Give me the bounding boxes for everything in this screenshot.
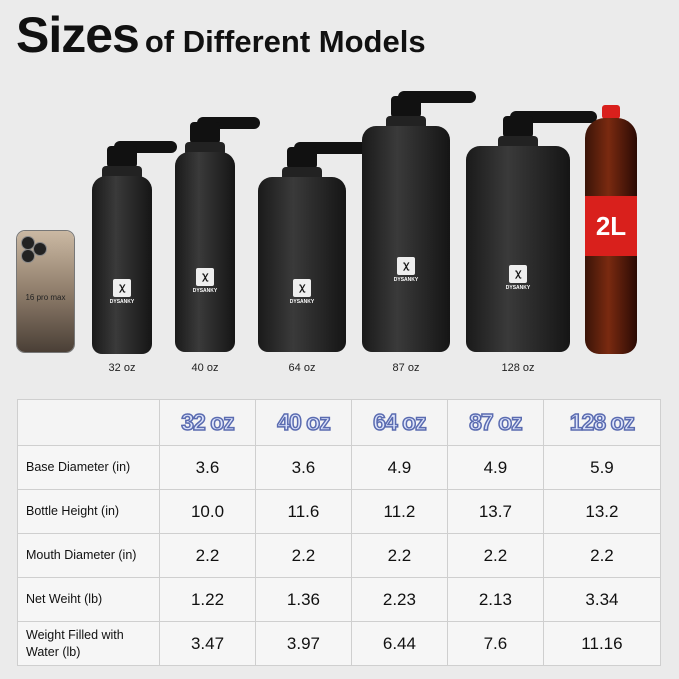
table-cell: 13.7 — [446, 489, 544, 534]
bottle-cap — [391, 96, 421, 118]
brand-name: DYSANKY — [109, 299, 135, 306]
bottle-image — [258, 177, 346, 352]
brand-logo-icon: ꭓ — [509, 265, 527, 284]
bottle-image — [362, 126, 450, 352]
row-label: Mouth Diameter (in) — [17, 533, 160, 578]
brand-logo-icon: ꭓ — [397, 257, 415, 276]
table-row: Net Weiht (lb) 1.22 1.36 2.23 2.13 3.34 — [17, 577, 662, 622]
table-cell: 2.2 — [542, 533, 662, 578]
row-label: Net Weiht (lb) — [17, 577, 160, 622]
specs-table: 32 oz 40 oz 64 oz 87 oz 128 oz Base Diameter … — [17, 399, 662, 666]
phone-image: 16 pro max — [17, 231, 74, 352]
column-header: 40 oz — [254, 399, 352, 446]
table-cell: 5.9 — [542, 445, 662, 490]
phone-label: 16 pro max — [25, 293, 66, 302]
table-cell: 3.6 — [159, 445, 256, 490]
table-row: Weight Filled with Water (lb) 3.47 3.97 6.4… — [17, 621, 662, 666]
bottle-cap — [190, 122, 220, 144]
table-row: Bottle Height (in) 10.0 11.6 11.2 13.7 13.2 — [17, 489, 662, 534]
table-cell: 4.9 — [350, 445, 448, 490]
column-header: 64 oz — [350, 399, 448, 446]
brand-logo-icon: ꭓ — [293, 278, 311, 297]
bottle-size-label: 32 oz — [108, 362, 136, 374]
bottle-size-label: 128 oz — [501, 362, 535, 374]
brand-logo-icon: ꭓ — [113, 279, 131, 298]
soda-label: 2L — [585, 196, 637, 256]
table-cell: 3.97 — [254, 621, 352, 666]
page-title: Sizes of Different Models — [16, 6, 426, 64]
bottle-image — [466, 146, 570, 352]
table-cell: 11.6 — [254, 489, 352, 534]
brand-name: DYSANKY — [505, 285, 531, 292]
column-header: 32 oz — [159, 399, 256, 446]
table-cell: 1.22 — [159, 577, 256, 622]
table-cell: 1.36 — [254, 577, 352, 622]
table-cell: 3.6 — [254, 445, 352, 490]
table-cell: 2.2 — [446, 533, 544, 578]
table-cell: 2.13 — [446, 577, 544, 622]
header-empty — [17, 399, 160, 446]
table-cell: 3.34 — [542, 577, 662, 622]
brand-name: DYSANKY — [192, 288, 218, 294]
bottle-size-label: 87 oz — [392, 362, 420, 374]
bottle-image — [92, 176, 152, 354]
table-cell: 7.6 — [446, 621, 544, 666]
table-cell: 4.9 — [446, 445, 544, 490]
bottle-cap — [107, 146, 137, 168]
column-header: 87 oz — [446, 399, 544, 446]
row-label: Base Diameter (in) — [17, 445, 160, 490]
soda-cap — [602, 105, 620, 119]
table-cell: 2.2 — [159, 533, 256, 578]
brand-name: DYSANKY — [289, 298, 315, 305]
table-cell: 3.47 — [159, 621, 256, 666]
column-header: 128 oz — [542, 399, 662, 446]
bottle-cap — [503, 116, 533, 138]
table-cell: 2.2 — [254, 533, 352, 578]
bottle-size-label: 64 oz — [288, 362, 316, 374]
table-cell: 13.2 — [542, 489, 662, 534]
bottle-size-label: 40 oz — [191, 362, 219, 374]
table-cell: 2.2 — [350, 533, 448, 578]
table-cell: 10.0 — [159, 489, 256, 534]
title-main: Sizes — [16, 7, 140, 63]
table-cell: 6.44 — [350, 621, 448, 666]
brand-name: DYSANKY — [393, 277, 419, 284]
title-sub: of Different Models — [144, 24, 426, 59]
row-label: Weight Filled with Water (lb) — [17, 621, 160, 666]
bottle-cap — [287, 147, 317, 169]
table-cell: 11.16 — [542, 621, 662, 666]
table-row: Base Diameter (in) 3.6 3.6 4.9 4.9 5.9 — [17, 445, 662, 490]
table-cell: 11.2 — [350, 489, 448, 534]
row-label: Bottle Height (in) — [17, 489, 160, 534]
table-cell: 2.23 — [350, 577, 448, 622]
brand-logo-icon: ꭓ — [196, 268, 214, 286]
bottle-image — [175, 152, 235, 352]
table-row: Mouth Diameter (in) 2.2 2.2 2.2 2.2 2.2 — [17, 533, 662, 578]
